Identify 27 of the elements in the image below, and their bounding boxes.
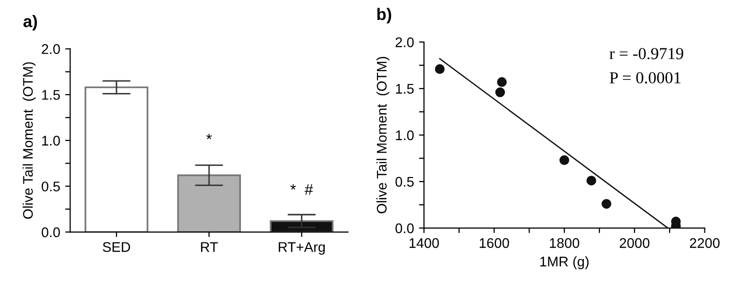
x-tick-label: 2200 bbox=[690, 238, 720, 248]
x-axis-title: 1MR (g) bbox=[540, 256, 589, 270]
y-tick-label: 0.5 bbox=[42, 182, 60, 192]
x-tick-label: 1400 bbox=[410, 238, 439, 248]
y-axis-title: Olive Tail Moment (OTM) bbox=[22, 62, 36, 219]
x-tick-label: 2000 bbox=[620, 238, 650, 248]
x-tick-label: RT bbox=[201, 242, 218, 252]
y-tick-label: 2.0 bbox=[396, 37, 414, 48]
y-tick-label: 0.0 bbox=[395, 223, 414, 234]
y-tick-label: 1.5 bbox=[396, 84, 414, 94]
annotation: * bbox=[206, 134, 212, 140]
y-tick-label: 0.0 bbox=[42, 227, 60, 238]
annotation: P = 0.0001 bbox=[610, 72, 680, 84]
x-tick-label: SED bbox=[102, 242, 130, 252]
chart-title: a) bbox=[23, 14, 37, 31]
annotation: r = -0.9719 bbox=[610, 48, 684, 60]
y-axis-title: Olive Tail Moment (OTM) bbox=[376, 56, 390, 214]
x-tick-label: 1600 bbox=[480, 238, 510, 248]
x-tick-label: RT+Arg bbox=[278, 242, 325, 255]
y-tick-label: 1.5 bbox=[42, 90, 60, 100]
y-tick-label: 0.5 bbox=[395, 176, 414, 187]
x-tick-label: 1800 bbox=[550, 238, 580, 248]
annotation: * # bbox=[290, 184, 314, 195]
y-tick-label: 1.0 bbox=[42, 136, 60, 146]
chart-title: b) bbox=[377, 8, 392, 24]
y-tick-label: 2.0 bbox=[42, 44, 60, 54]
y-tick-label: 1.0 bbox=[396, 130, 414, 140]
